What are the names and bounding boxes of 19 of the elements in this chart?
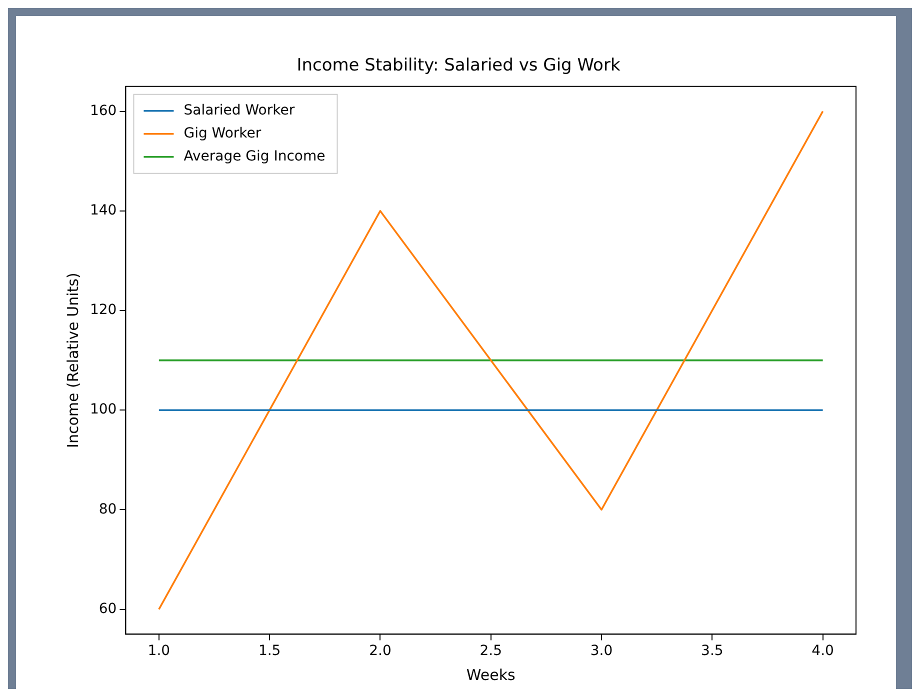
legend-label: Average Gig Income [184,148,326,165]
legend-label: Gig Worker [184,126,262,142]
x-tick-label: 4.0 [812,643,834,660]
y-tick-label: 60 [98,600,117,617]
y-tick-label: 100 [90,402,117,418]
y-tick-label: 120 [90,302,117,318]
chart-title: Income Stability: Salaried vs Gig Work [296,56,620,76]
legend-label: Salaried Worker [184,102,295,119]
x-tick-label: 1.0 [148,643,170,660]
x-tick-label: 2.0 [369,643,392,660]
y-tick-label: 80 [98,501,117,518]
x-axis-title: Weeks [466,666,516,684]
x-tick-label: 1.5 [258,643,281,660]
x-tick-label: 3.5 [701,643,724,660]
y-axis-title: Income (Relative Units) [64,272,82,448]
y-tick-label: 140 [90,202,117,219]
x-tick-label: 2.5 [480,643,502,660]
x-tick-label: 3.0 [590,643,613,660]
y-tick-label: 160 [90,102,117,119]
